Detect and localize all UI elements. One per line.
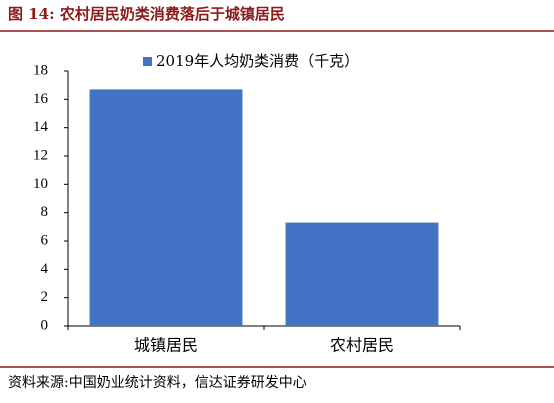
y-tick-label: 0: [41, 317, 49, 333]
bar: [89, 89, 243, 327]
legend-label: 2019年人均奶类消费（千克）: [156, 52, 359, 70]
x-tick-label: 城镇居民: [134, 336, 198, 355]
legend-swatch: [143, 57, 152, 66]
bar: [285, 222, 439, 326]
y-tick-label: 2: [41, 289, 49, 305]
y-tick-label: 16: [33, 91, 49, 107]
chart-title: 图 14: 农村居民奶类消费落后于城镇居民: [8, 5, 285, 23]
y-tick-label: 14: [33, 119, 49, 135]
source-note: 资料来源:中国奶业统计资料，信达证券研发中心: [8, 375, 307, 391]
y-tick-label: 18: [33, 62, 48, 78]
y-tick-label: 10: [33, 176, 48, 192]
x-tick-label: 农村居民: [330, 336, 394, 355]
y-tick-label: 4: [41, 261, 49, 277]
y-tick-label: 8: [41, 204, 49, 220]
y-tick-label: 6: [41, 232, 49, 248]
y-tick-label: 12: [33, 147, 48, 163]
